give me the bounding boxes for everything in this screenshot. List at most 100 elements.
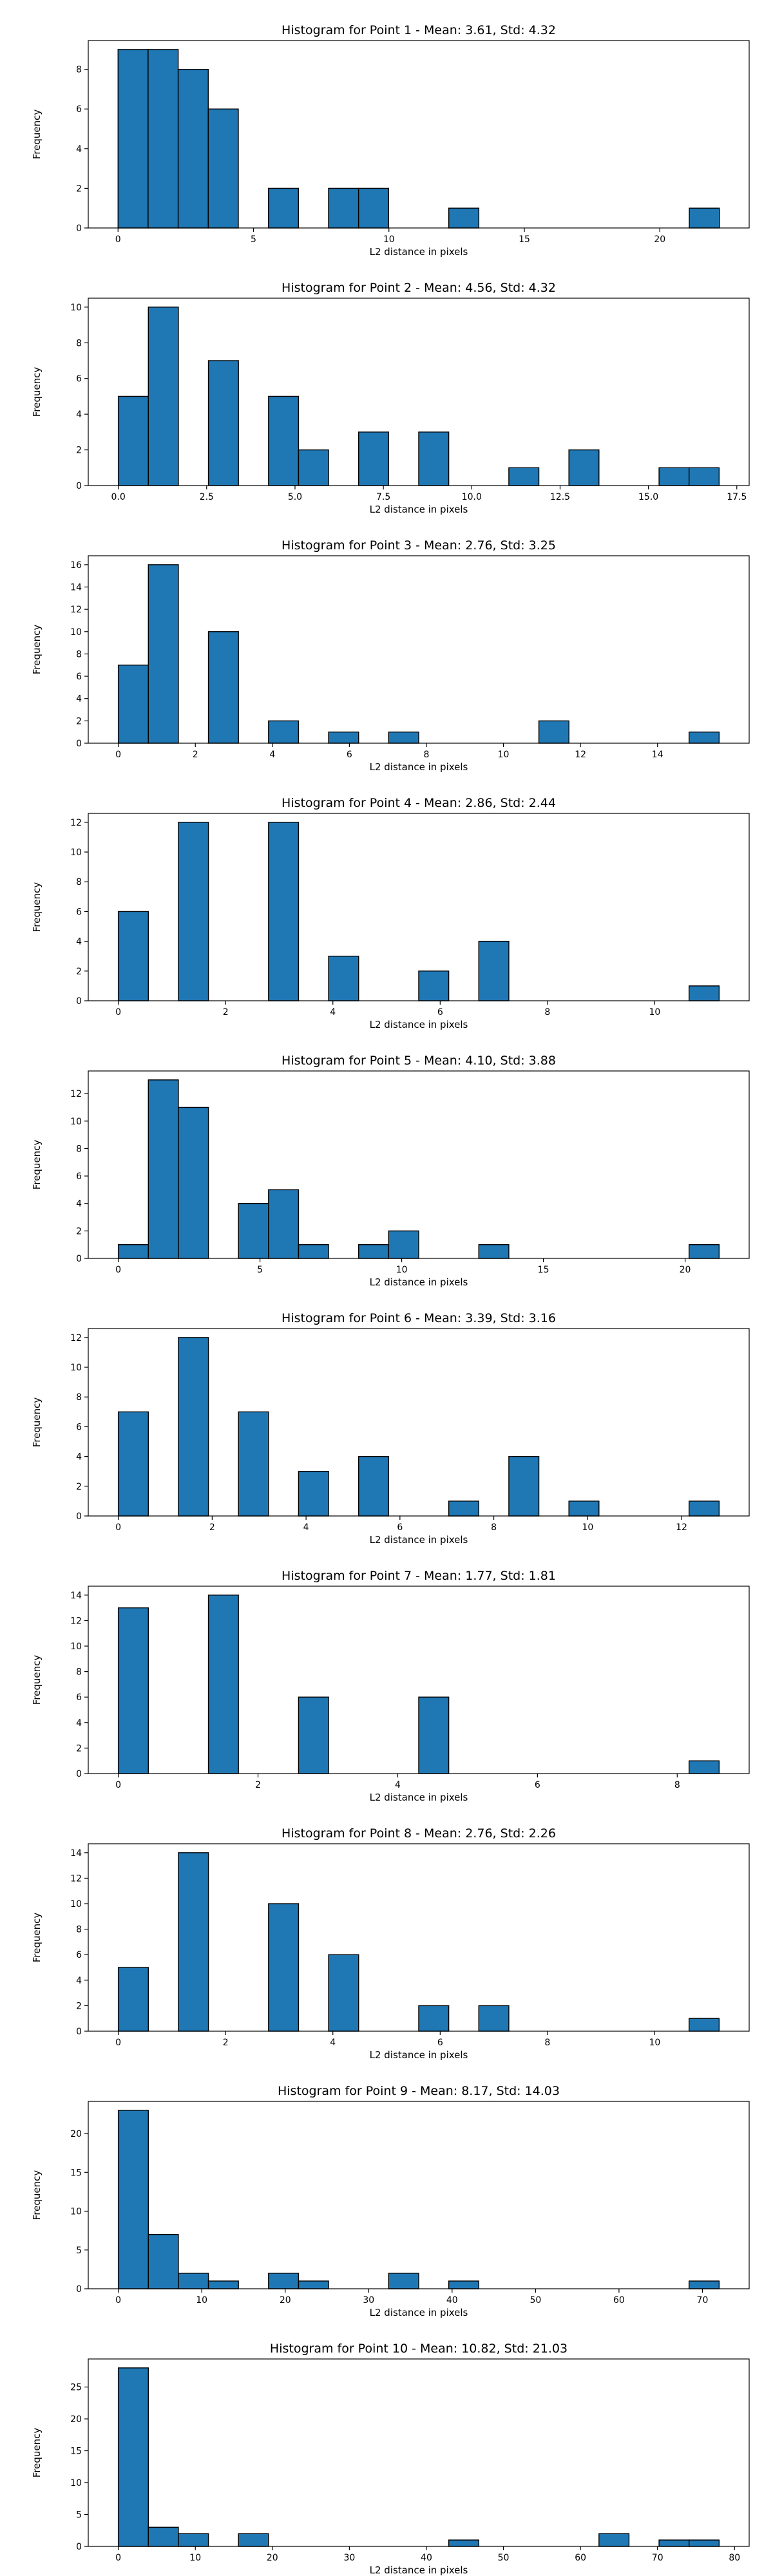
histogram-bar [268, 1903, 300, 2032]
y-tick-label: 4 [76, 144, 82, 155]
histogram-bar [388, 2273, 419, 2289]
y-tick-label: 12 [70, 1089, 82, 1099]
x-tick-label: 6 [347, 750, 352, 760]
y-tick-label: 12 [70, 1873, 82, 1884]
x-tick-label: 0.0 [111, 492, 126, 502]
x-tick-label: 10 [396, 1265, 408, 1275]
histogram-bar [117, 1411, 149, 1517]
x-tick-label: 6 [397, 1522, 403, 1533]
chart-title: Histogram for Point 9 - Mean: 8.17, Std:… [278, 2084, 560, 2098]
histogram-bar [148, 307, 179, 486]
x-tick-label: 70 [697, 2295, 709, 2306]
y-tick-label: 8 [76, 1144, 82, 1154]
y-tick-label: 14 [70, 583, 82, 593]
y-tick-label: 8 [76, 1667, 82, 1678]
x-tick-label: 15 [538, 1265, 549, 1275]
histogram-bar [568, 1501, 600, 1517]
histogram-panel-5: Histogram for Point 5 - Mean: 4.10, Std:… [31, 1054, 750, 1288]
y-tick-label: 12 [70, 818, 82, 828]
histogram-bar [177, 68, 209, 229]
histogram-panel-4: Histogram for Point 4 - Mean: 2.86, Std:… [31, 796, 750, 1030]
y-tick-label: 0 [76, 2284, 82, 2295]
y-tick-label: 8 [76, 338, 82, 348]
y-tick-label: 10 [70, 2207, 82, 2217]
x-tick-label: 2.5 [200, 492, 214, 502]
plot-frame [88, 1843, 750, 2032]
x-axis-label: L2 distance in pixels [370, 2307, 468, 2318]
x-axis-label: L2 distance in pixels [370, 504, 468, 515]
histogram-bar [448, 2280, 479, 2289]
histogram-bar [508, 1455, 540, 1517]
y-tick-label: 8 [76, 649, 82, 659]
histogram-bar [117, 395, 149, 486]
y-tick-label: 6 [76, 374, 82, 384]
histogram-bar [117, 2367, 149, 2547]
x-tick-label: 2 [209, 1522, 215, 1533]
histogram-bar [207, 360, 239, 486]
chart-title: Histogram for Point 8 - Mean: 2.76, Std:… [282, 1826, 556, 1841]
histogram-panel-7: Histogram for Point 7 - Mean: 1.77, Std:… [31, 1569, 750, 1803]
histogram-panel-10: Histogram for Point 10 - Mean: 10.82, St… [31, 2342, 750, 2576]
y-tick-label: 2 [76, 1226, 82, 1236]
x-tick-label: 60 [613, 2295, 625, 2306]
histogram-bar [178, 2273, 209, 2289]
y-tick-label: 10 [70, 848, 82, 858]
histogram-bar [388, 1230, 419, 1259]
y-tick-label: 8 [76, 877, 82, 887]
y-tick-label: 0 [76, 1511, 82, 1522]
y-tick-label: 4 [76, 1976, 82, 1986]
y-tick-label: 4 [76, 937, 82, 947]
histogram-bar [598, 2533, 630, 2547]
y-tick-label: 12 [70, 605, 82, 615]
histogram-bar [358, 1244, 390, 1259]
histogram-bar [207, 631, 239, 744]
x-tick-label: 6 [437, 2038, 443, 2048]
y-tick-label: 4 [76, 1452, 82, 1463]
y-tick-label: 0 [76, 739, 82, 749]
x-tick-label: 6 [437, 1007, 443, 1018]
x-tick-label: 80 [729, 2553, 740, 2563]
x-tick-label: 20 [680, 1265, 691, 1275]
y-tick-label: 6 [76, 1422, 82, 1432]
x-axis-label: L2 distance in pixels [370, 1792, 468, 1803]
x-axis-label: L2 distance in pixels [370, 1534, 468, 1546]
histogram-bar [689, 731, 720, 744]
y-tick-label: 5 [76, 2246, 82, 2256]
x-tick-label: 10 [189, 2553, 201, 2563]
histogram-bar [207, 1595, 239, 1774]
histogram-bar [207, 108, 239, 229]
histogram-bar [418, 971, 450, 1001]
x-axis-label: L2 distance in pixels [370, 2049, 468, 2061]
x-tick-label: 0 [115, 2295, 121, 2306]
y-tick-label: 10 [70, 1899, 82, 1909]
x-tick-label: 0 [115, 1522, 121, 1533]
y-tick-label: 0 [76, 1769, 82, 1779]
x-tick-label: 4 [303, 1522, 309, 1533]
plot-frame [88, 298, 750, 486]
histogram-bar [268, 1189, 300, 1259]
x-tick-label: 50 [530, 2295, 541, 2306]
histogram-bar [267, 187, 300, 229]
y-tick-label: 8 [76, 65, 82, 75]
x-tick-label: 8 [491, 1522, 497, 1533]
x-tick-label: 2 [223, 1007, 229, 1018]
y-tick-label: 2 [76, 2001, 82, 2011]
x-tick-label: 40 [421, 2553, 432, 2563]
y-tick-label: 10 [70, 2478, 82, 2488]
histogram-bar [298, 2280, 329, 2289]
histogram-bar [689, 2280, 720, 2289]
histogram-bar [178, 2533, 209, 2547]
y-tick-label: 2 [76, 1743, 82, 1754]
y-tick-label: 0 [76, 996, 82, 1007]
x-tick-label: 50 [498, 2553, 510, 2563]
chart-title: Histogram for Point 7 - Mean: 1.77, Std:… [282, 1569, 556, 1583]
histogram-bar [478, 2005, 510, 2032]
x-tick-label: 17.5 [727, 492, 747, 502]
histogram-bar [689, 1244, 720, 1259]
histogram-bar [148, 564, 179, 744]
x-tick-label: 0 [115, 1265, 121, 1275]
histogram-panel-1: Histogram for Point 1 - Mean: 3.61, Std:… [31, 23, 750, 258]
x-axis-label: L2 distance in pixels [370, 1019, 468, 1030]
y-tick-label: 4 [76, 410, 82, 420]
histogram-bar [298, 1244, 329, 1259]
